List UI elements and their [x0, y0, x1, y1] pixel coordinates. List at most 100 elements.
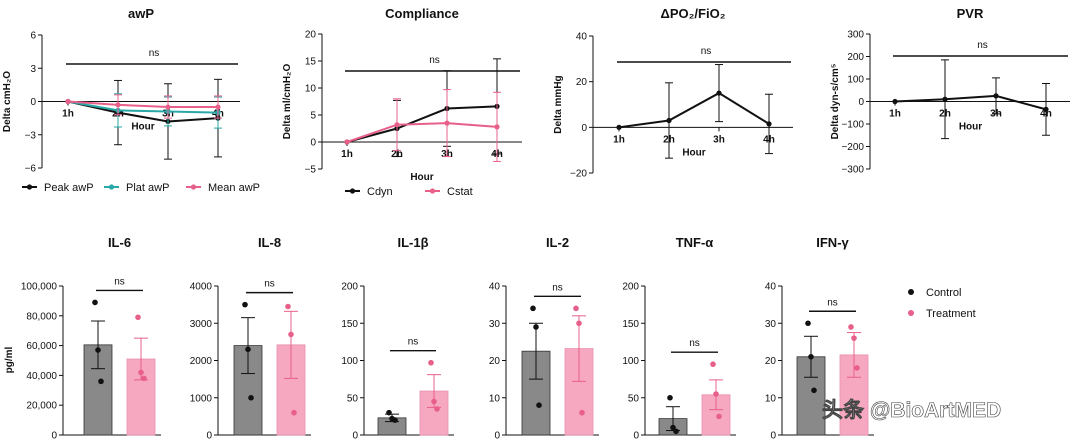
y-tick-label: 40,000	[26, 371, 57, 382]
data-point	[716, 413, 722, 420]
chart-title: PVR	[957, 6, 984, 21]
y-tick-label: 30	[489, 319, 501, 330]
legend-label: Plat awP	[126, 182, 169, 194]
x-tick-label: 1h	[613, 134, 625, 145]
chart-il6: IL-6 100,000 80,000 60,000 40,000 20,000 0 pg/m…	[4, 235, 161, 440]
x-axis-label: Hour	[682, 147, 705, 158]
data-point	[394, 122, 400, 128]
data-point	[573, 305, 579, 312]
bar-group-treatment	[276, 303, 306, 436]
x-tick-label: 3h	[713, 134, 725, 145]
data-point	[667, 394, 673, 401]
y-tick-label: −300	[841, 165, 864, 176]
watermark: 头条 @BioArtMED	[822, 398, 1001, 422]
y-tick-label: 20	[576, 77, 588, 88]
y-tick-label: 0	[770, 431, 776, 440]
series-line	[67, 100, 219, 123]
y-tick-label: 10	[765, 393, 777, 404]
significance-label: ns	[689, 338, 700, 349]
data-point	[288, 331, 294, 338]
legend-label: Control	[926, 287, 961, 299]
y-tick-label: 2000	[190, 356, 213, 367]
y-tick-label: 0	[633, 431, 639, 440]
bar-group-treatment	[126, 314, 156, 436]
x-tick-label: 1h	[889, 109, 901, 120]
x-tick-label: 1h	[341, 149, 353, 160]
legend-marker	[190, 184, 197, 190]
bar-group-control	[233, 301, 263, 436]
series-p-f	[616, 64, 773, 159]
data-point	[713, 391, 719, 397]
legend-marker	[108, 184, 115, 190]
y-tick-label: 10	[489, 393, 501, 404]
data-point	[444, 120, 450, 126]
chart-pvr: PVR3002001000−100−200−3001h2h3h4hHourDel…	[830, 6, 1070, 176]
legend-marker	[429, 188, 436, 194]
data-point	[115, 102, 121, 108]
y-tick-label: 3	[30, 64, 36, 75]
data-point	[716, 90, 722, 96]
data-point	[215, 104, 221, 110]
x-axis-label: Hour	[131, 122, 154, 133]
y-tick-label: 20	[765, 356, 777, 367]
y-tick-label: 0	[51, 431, 57, 440]
legend-label: Peak awP	[44, 182, 94, 194]
bar-group-control	[796, 320, 826, 436]
y-tick-label: 80,000	[26, 311, 57, 322]
bar-group-treatment	[419, 359, 449, 436]
chart-il1b: IL-1β 200 150 100 50 0 ns	[341, 235, 454, 440]
y-tick-label: 0	[494, 431, 500, 440]
data-point	[579, 409, 585, 416]
bar-group-treatment	[564, 305, 594, 436]
significance-label: ns	[701, 46, 712, 57]
legend-marker	[908, 310, 914, 316]
legend-marker	[26, 184, 33, 190]
y-tick-label: 0	[310, 138, 316, 149]
bar-group-control	[521, 305, 551, 436]
legend-label: Mean awP	[208, 182, 260, 194]
data-point	[285, 303, 291, 310]
data-point	[1043, 106, 1049, 112]
data-point	[576, 320, 582, 327]
y-tick-label: 20	[305, 30, 317, 41]
series-line	[894, 94, 1047, 111]
y-tick-label: 100	[847, 75, 864, 86]
y-tick-label: 20	[489, 356, 501, 367]
significance-label: ns	[552, 282, 563, 293]
series-line	[346, 105, 498, 143]
data-point	[242, 301, 248, 308]
y-tick-label: 200	[622, 282, 639, 293]
chart-ifng: IFN-γ 40 30 20 10 0 ns	[765, 235, 874, 440]
chart-il2: IL-2 40 30 20 10 0 ns	[489, 235, 599, 440]
data-point	[766, 121, 772, 127]
data-point	[98, 378, 104, 385]
data-point	[248, 394, 254, 401]
y-tick-label: 100	[622, 356, 639, 367]
data-point	[92, 299, 98, 306]
data-point	[138, 369, 144, 376]
bar-group-control	[83, 299, 113, 436]
x-axis-label: Hour	[959, 122, 982, 133]
data-point	[530, 305, 536, 312]
significance-label: ns	[827, 297, 838, 308]
y-tick-label: 0	[858, 97, 864, 108]
data-point	[993, 93, 999, 99]
y-axis-label: Delta mmHg	[553, 75, 564, 133]
chart-il8: IL-8 4000 3000 2000 1000 0 ns	[190, 235, 311, 440]
chart-title: Compliance	[385, 6, 459, 21]
data-point	[710, 361, 716, 368]
x-tick-label: 1h	[62, 109, 74, 120]
chart-title: IL-2	[546, 235, 569, 250]
y-tick-label: 30	[765, 319, 777, 330]
chart-title: awP	[128, 6, 154, 21]
y-tick-label: 200	[847, 52, 864, 63]
data-point	[135, 314, 141, 321]
y-tick-label: 5	[310, 111, 316, 122]
data-point	[666, 117, 672, 124]
data-point	[386, 409, 392, 416]
y-tick-label: 300	[847, 30, 864, 41]
y-tick-label: −200	[841, 142, 864, 153]
data-point	[141, 375, 147, 382]
chart-title: IL-6	[108, 235, 131, 250]
